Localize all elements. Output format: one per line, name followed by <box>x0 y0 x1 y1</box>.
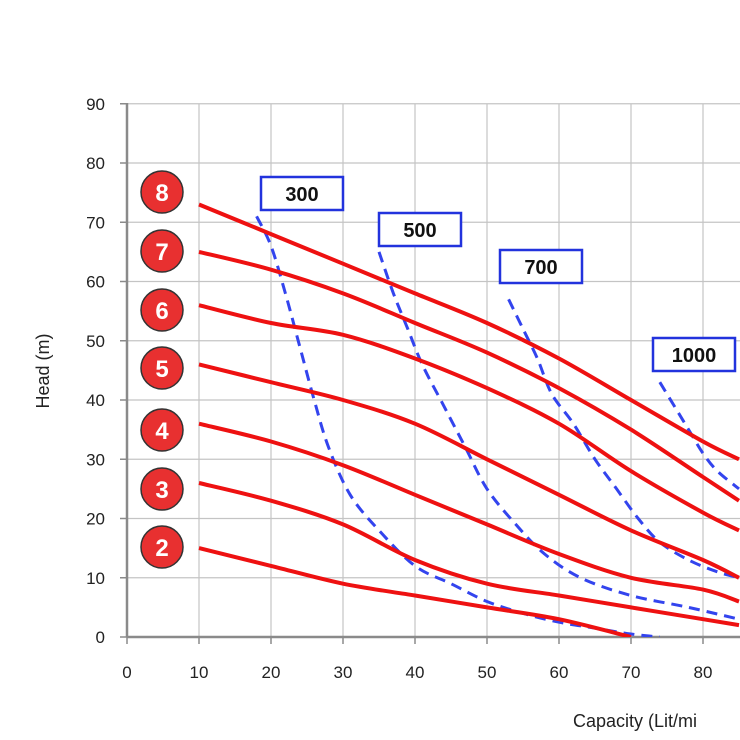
tick-labels: 0 10 20 30 40 50 60 70 80 90 0 10 20 30 40 50 60 70 80 <box>86 95 712 682</box>
stroke-badge-7: 7 <box>140 229 184 273</box>
badge-label: 6 <box>155 298 168 325</box>
performance-curve-6 <box>198 303 740 533</box>
performance-curve-2 <box>198 546 632 637</box>
badge-circle <box>140 288 184 332</box>
y-axis-title: Head (m) <box>33 333 53 408</box>
air-label-text: 1000 <box>672 345 717 367</box>
y-tick-label: 40 <box>86 391 105 410</box>
x-tick-label: 10 <box>190 663 209 682</box>
air-label-box-700: 700 <box>498 248 584 285</box>
y-tick-label: 30 <box>86 450 105 469</box>
y-tick-label: 10 <box>86 569 105 588</box>
y-tick-label: 60 <box>86 273 105 292</box>
air-label-frame <box>377 211 463 248</box>
badge-label: 8 <box>155 180 168 207</box>
badge-label: 2 <box>155 535 168 562</box>
stroke-badge-8: 8 <box>140 170 184 214</box>
x-tick-label: 50 <box>478 663 497 682</box>
y-tick-label: 0 <box>96 628 105 647</box>
air-label-frame <box>259 175 345 212</box>
performance-curve-7 <box>198 249 740 503</box>
badge-circle <box>140 525 184 569</box>
air-consumption-labels: 300 500 700 1000 <box>259 175 737 373</box>
badge-label: 5 <box>155 356 168 383</box>
badge-circle <box>140 408 184 452</box>
x-tick-label: 30 <box>334 663 353 682</box>
air-label-frame <box>498 248 584 285</box>
axes <box>120 103 740 644</box>
badge-circle <box>140 229 184 273</box>
badge-circle <box>140 467 184 511</box>
grid-lines <box>127 103 740 637</box>
stroke-badge-2: 2 <box>140 525 184 569</box>
air-label-box-1000: 1000 <box>651 336 737 373</box>
stroke-badge-3: 3 <box>140 467 184 511</box>
performance-curve-3 <box>198 481 740 628</box>
x-tick-label: 20 <box>262 663 281 682</box>
air-consumption-line-700 <box>507 298 740 580</box>
y-tick-label: 90 <box>86 95 105 114</box>
y-tick-label: 70 <box>86 213 105 232</box>
x-axis-title: Capacity (Lit/mi <box>573 711 697 731</box>
performance-curve-5 <box>198 362 740 580</box>
badge-label: 4 <box>155 418 169 445</box>
stroke-badge-4: 4 <box>140 408 184 452</box>
air-label-text: 700 <box>524 257 557 279</box>
x-tick-label: 70 <box>622 663 641 682</box>
badge-circle <box>140 346 184 390</box>
air-label-box-500: 500 <box>377 211 463 248</box>
stroke-badge-5: 5 <box>140 346 184 390</box>
performance-curve-8 <box>198 202 740 462</box>
air-consumption-line-500 <box>377 251 740 621</box>
air-label-frame <box>651 336 737 373</box>
y-tick-label: 50 <box>86 332 105 351</box>
air-label-text: 500 <box>403 220 436 242</box>
x-tick-label: 80 <box>694 663 713 682</box>
air-label-text: 300 <box>285 184 318 206</box>
badge-label: 7 <box>155 239 168 266</box>
x-tick-label: 0 <box>122 663 131 682</box>
air-consumption-line-1000 <box>658 381 740 491</box>
air-label-box-300: 300 <box>259 175 345 212</box>
stroke-badges: 8 7 6 5 4 3 2 <box>140 170 184 569</box>
performance-curve-4 <box>198 421 740 604</box>
x-tick-label: 40 <box>406 663 425 682</box>
badge-circle <box>140 170 184 214</box>
data-series <box>198 202 740 637</box>
badge-label: 3 <box>155 477 168 504</box>
x-tick-label: 60 <box>550 663 569 682</box>
y-tick-label: 80 <box>86 154 105 173</box>
y-tick-label: 20 <box>86 510 105 529</box>
stroke-badge-6: 6 <box>140 288 184 332</box>
